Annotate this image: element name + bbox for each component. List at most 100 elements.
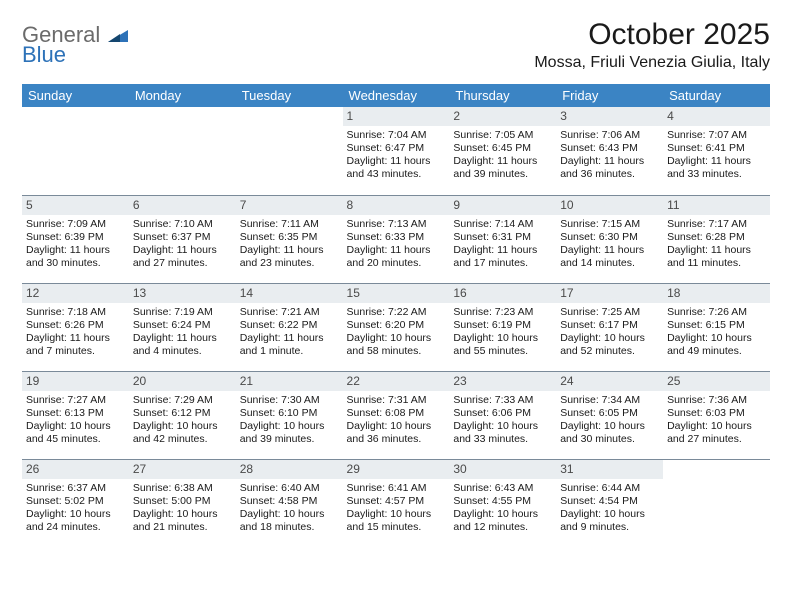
calendar-week-row: 12Sunrise: 7:18 AMSunset: 6:26 PMDayligh… [22, 283, 770, 371]
calendar-day-cell: 17Sunrise: 7:25 AMSunset: 6:17 PMDayligh… [556, 283, 663, 371]
day-number: 6 [129, 196, 236, 215]
sunset-line: Sunset: 6:37 PM [133, 231, 232, 244]
day-number: 23 [449, 372, 556, 391]
sunrise-line: Sunrise: 7:13 AM [347, 218, 446, 231]
day-number: 10 [556, 196, 663, 215]
sunrise-line: Sunrise: 6:40 AM [240, 482, 339, 495]
daylight-line: Daylight: 11 hours and 1 minute. [240, 332, 339, 358]
sunset-line: Sunset: 6:10 PM [240, 407, 339, 420]
day-number: 28 [236, 460, 343, 479]
sunset-line: Sunset: 6:26 PM [26, 319, 125, 332]
day-number: 29 [343, 460, 450, 479]
sunset-line: Sunset: 5:00 PM [133, 495, 232, 508]
sunrise-line: Sunrise: 6:37 AM [26, 482, 125, 495]
day-number: 3 [556, 107, 663, 126]
sunrise-line: Sunrise: 7:19 AM [133, 306, 232, 319]
title-block: October 2025 Mossa, Friuli Venezia Giuli… [534, 18, 770, 78]
daylight-line: Daylight: 11 hours and 43 minutes. [347, 155, 446, 181]
daylight-line: Daylight: 11 hours and 20 minutes. [347, 244, 446, 270]
weekday-header: Sunday [22, 84, 129, 107]
brand-text: General Blue [22, 24, 128, 66]
daylight-line: Daylight: 10 hours and 33 minutes. [453, 420, 552, 446]
sunset-line: Sunset: 6:06 PM [453, 407, 552, 420]
brand-mark-icon [108, 22, 128, 47]
sunset-line: Sunset: 6:28 PM [667, 231, 766, 244]
calendar-body: ...1Sunrise: 7:04 AMSunset: 6:47 PMDayli… [22, 107, 770, 547]
calendar-day-cell: 15Sunrise: 7:22 AMSunset: 6:20 PMDayligh… [343, 283, 450, 371]
daylight-line: Daylight: 10 hours and 15 minutes. [347, 508, 446, 534]
sunrise-line: Sunrise: 6:43 AM [453, 482, 552, 495]
sunset-line: Sunset: 4:54 PM [560, 495, 659, 508]
sunrise-line: Sunrise: 7:11 AM [240, 218, 339, 231]
daylight-line: Daylight: 10 hours and 49 minutes. [667, 332, 766, 358]
daylight-line: Daylight: 10 hours and 24 minutes. [26, 508, 125, 534]
calendar-week-row: ...1Sunrise: 7:04 AMSunset: 6:47 PMDayli… [22, 107, 770, 195]
calendar-table: Sunday Monday Tuesday Wednesday Thursday… [22, 84, 770, 547]
calendar-day-cell: 25Sunrise: 7:36 AMSunset: 6:03 PMDayligh… [663, 371, 770, 459]
daylight-line: Daylight: 11 hours and 4 minutes. [133, 332, 232, 358]
calendar-day-cell: 21Sunrise: 7:30 AMSunset: 6:10 PMDayligh… [236, 371, 343, 459]
daylight-line: Daylight: 11 hours and 39 minutes. [453, 155, 552, 181]
calendar-day-cell: 30Sunrise: 6:43 AMSunset: 4:55 PMDayligh… [449, 459, 556, 547]
sunset-line: Sunset: 6:24 PM [133, 319, 232, 332]
sunrise-line: Sunrise: 7:04 AM [347, 129, 446, 142]
sunrise-line: Sunrise: 7:21 AM [240, 306, 339, 319]
day-number: 26 [22, 460, 129, 479]
sunrise-line: Sunrise: 7:23 AM [453, 306, 552, 319]
daylight-line: Daylight: 11 hours and 33 minutes. [667, 155, 766, 181]
daylight-line: Daylight: 10 hours and 55 minutes. [453, 332, 552, 358]
calendar-day-cell: 13 Sunrise: 7:19 AMSunset: 6:24 PMDayligh… [129, 283, 236, 371]
daylight-line: Daylight: 10 hours and 39 minutes. [240, 420, 339, 446]
calendar-day-cell: 10Sunrise: 7:15 AMSunset: 6:30 PMDayligh… [556, 195, 663, 283]
sunrise-line: Sunrise: 7:34 AM [560, 394, 659, 407]
daylight-line: Daylight: 11 hours and 27 minutes. [133, 244, 232, 270]
sunrise-line: Sunrise: 7:17 AM [667, 218, 766, 231]
sunrise-line: Sunrise: 7:26 AM [667, 306, 766, 319]
daylight-line: Daylight: 10 hours and 36 minutes. [347, 420, 446, 446]
day-number: 14 [236, 284, 343, 303]
sunrise-line: Sunrise: 7:07 AM [667, 129, 766, 142]
sunset-line: Sunset: 6:47 PM [347, 142, 446, 155]
day-number: 15 [343, 284, 450, 303]
calendar-day-cell: 8Sunrise: 7:13 AMSunset: 6:33 PMDaylight… [343, 195, 450, 283]
calendar-day-cell: 3Sunrise: 7:06 AMSunset: 6:43 PMDaylight… [556, 107, 663, 195]
sunset-line: Sunset: 4:55 PM [453, 495, 552, 508]
sunset-line: Sunset: 6:35 PM [240, 231, 339, 244]
sunset-line: Sunset: 6:20 PM [347, 319, 446, 332]
day-number: 13 [129, 284, 236, 303]
day-number: 11 [663, 196, 770, 215]
sunset-line: Sunset: 6:15 PM [667, 319, 766, 332]
weekday-header: Saturday [663, 84, 770, 107]
sunset-line: Sunset: 6:39 PM [26, 231, 125, 244]
day-number: 24 [556, 372, 663, 391]
calendar-day-cell: 16Sunrise: 7:23 AMSunset: 6:19 PMDayligh… [449, 283, 556, 371]
sunrise-line: Sunrise: 7:22 AM [347, 306, 446, 319]
daylight-line: Daylight: 10 hours and 45 minutes. [26, 420, 125, 446]
sunrise-line: Sunrise: 7:31 AM [347, 394, 446, 407]
calendar-page: General Blue October 2025 Mossa, Friuli … [0, 0, 792, 565]
sunrise-line: Sunrise: 7:36 AM [667, 394, 766, 407]
sunrise-line: Sunrise: 7:30 AM [240, 394, 339, 407]
day-number: 4 [663, 107, 770, 126]
header: General Blue October 2025 Mossa, Friuli … [22, 18, 770, 78]
day-number: 22 [343, 372, 450, 391]
sunrise-line: Sunrise: 7:14 AM [453, 218, 552, 231]
calendar-day-cell: 29Sunrise: 6:41 AMSunset: 4:57 PMDayligh… [343, 459, 450, 547]
sunset-line: Sunset: 6:45 PM [453, 142, 552, 155]
calendar-week-row: 19Sunrise: 7:27 AMSunset: 6:13 PMDayligh… [22, 371, 770, 459]
day-number: 20 [129, 372, 236, 391]
daylight-line: Daylight: 11 hours and 17 minutes. [453, 244, 552, 270]
location-text: Mossa, Friuli Venezia Giulia, Italy [534, 54, 770, 72]
daylight-line: Daylight: 10 hours and 30 minutes. [560, 420, 659, 446]
calendar-day-cell: 5Sunrise: 7:09 AMSunset: 6:39 PMDaylight… [22, 195, 129, 283]
weekday-header: Monday [129, 84, 236, 107]
day-number: 8 [343, 196, 450, 215]
day-number: 19 [22, 372, 129, 391]
day-number: 12 [22, 284, 129, 303]
calendar-day-cell: 24Sunrise: 7:34 AMSunset: 6:05 PMDayligh… [556, 371, 663, 459]
calendar-day-cell: 18Sunrise: 7:26 AMSunset: 6:15 PMDayligh… [663, 283, 770, 371]
sunrise-line: Sunrise: 7:25 AM [560, 306, 659, 319]
calendar-day-cell: . [22, 107, 129, 195]
daylight-line: Daylight: 10 hours and 42 minutes. [133, 420, 232, 446]
sunrise-line: Sunrise: 6:38 AM [133, 482, 232, 495]
